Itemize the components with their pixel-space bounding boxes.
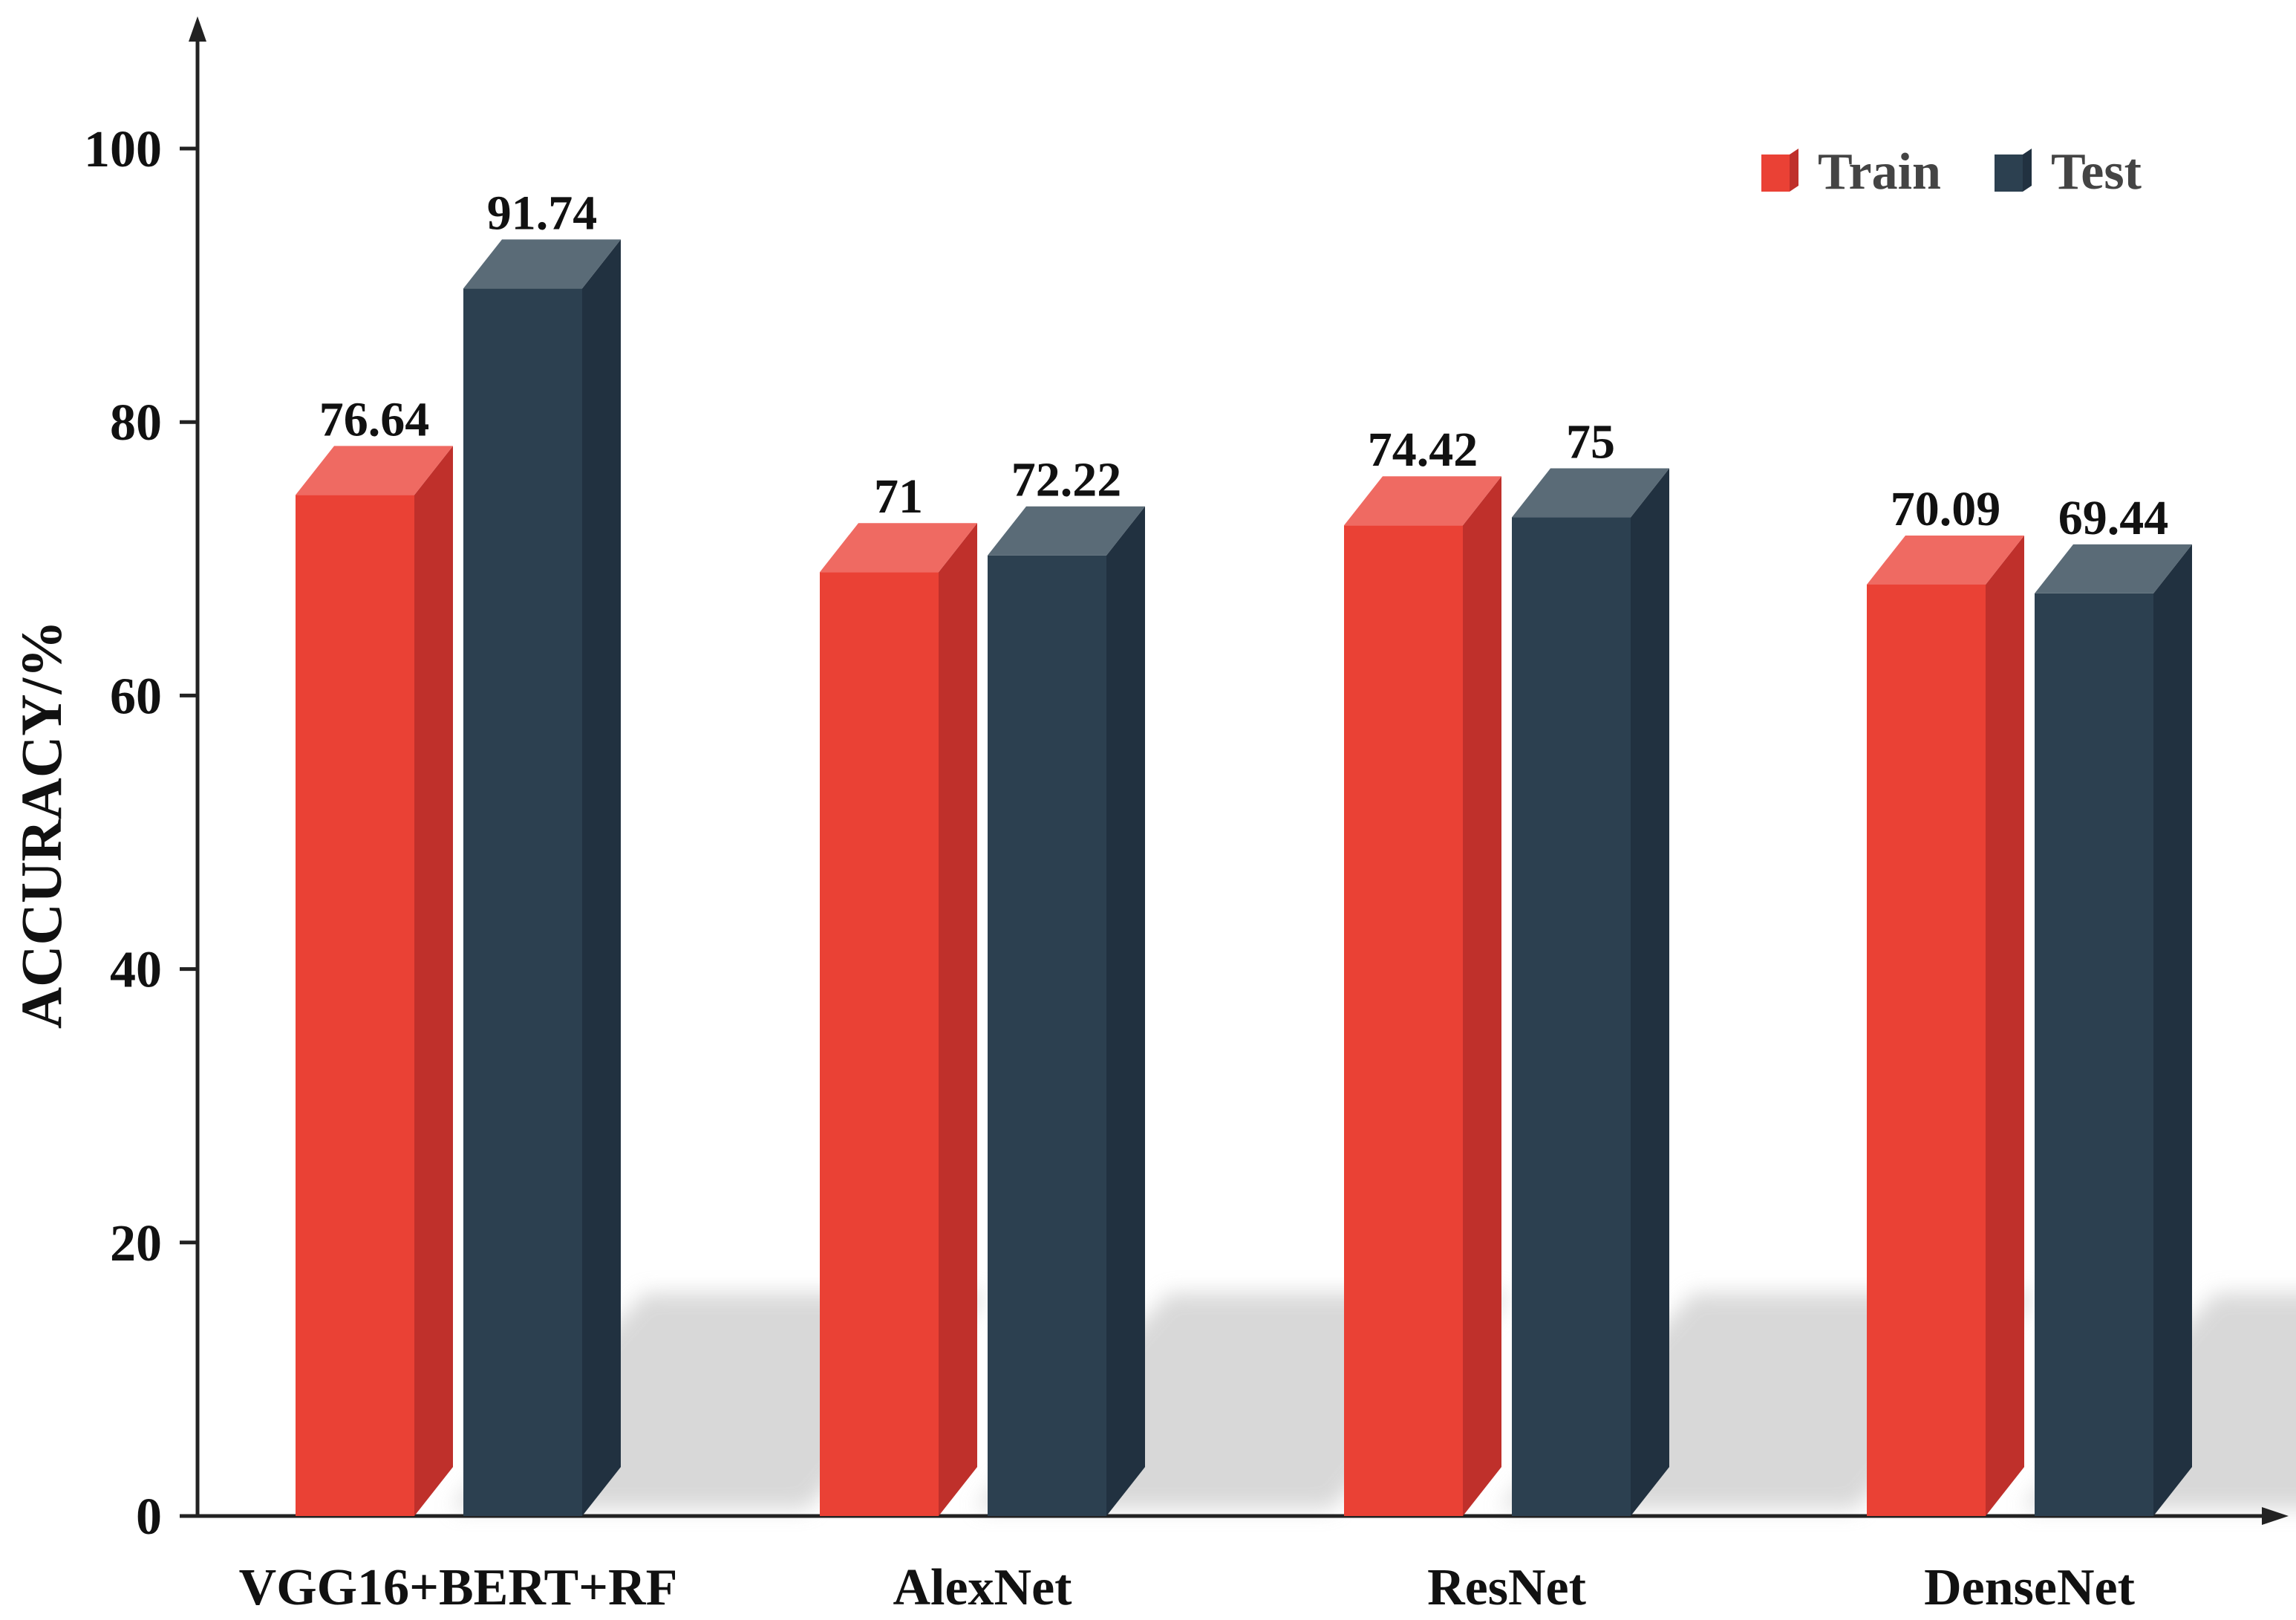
legend-swatch <box>1995 154 2023 192</box>
bar-test-3 <box>2035 544 2192 1516</box>
bar-front <box>2035 593 2153 1516</box>
bar-train-1 <box>820 523 977 1517</box>
data-label: 75 <box>1566 415 1615 469</box>
bar-side <box>1631 468 1669 1516</box>
y-tick-label: 20 <box>110 1215 162 1272</box>
bar-side <box>582 239 621 1517</box>
bar-side <box>1986 535 2024 1516</box>
y-axis-arrow <box>189 16 206 42</box>
legend-label: Train <box>1818 143 1941 201</box>
bar-top <box>296 446 453 495</box>
data-label: 72.22 <box>1011 453 1122 507</box>
bar-top <box>1512 468 1669 518</box>
bar-test-0 <box>463 239 621 1517</box>
legend-label: Test <box>2051 143 2142 201</box>
bar-test-2 <box>1512 468 1669 1516</box>
data-label: 71 <box>874 469 923 524</box>
y-tick-label: 60 <box>110 668 162 725</box>
bar-front <box>296 495 414 1516</box>
legend-swatch-side <box>1790 149 1798 192</box>
legend-item-train: Train <box>1761 143 1941 201</box>
axes: 0 20 40 60 80 100 VGG16+BERT+RF AlexNet ResNet De… <box>84 16 2289 1616</box>
y-tick-label: 80 <box>110 394 162 452</box>
x-axis-arrow <box>2262 1507 2289 1525</box>
bar-side <box>2153 544 2192 1516</box>
x-tick-label: AlexNet <box>893 1559 1072 1616</box>
bar-top <box>820 523 977 573</box>
legend-swatch-side <box>2023 149 2032 192</box>
y-tick-label: 0 <box>136 1489 162 1546</box>
legend-item-test: Test <box>1995 143 2142 201</box>
bar-train-2 <box>1344 476 1501 1516</box>
bar-side <box>939 523 977 1517</box>
x-tick-label: VGG16+BERT+RF <box>239 1559 678 1616</box>
legend: Train Test <box>1761 143 2142 201</box>
bar-train-3 <box>1867 535 2024 1516</box>
data-label: 91.74 <box>487 186 598 240</box>
bar-side <box>414 446 453 1516</box>
bar-front <box>463 288 582 1517</box>
y-axis-title: ACCURACY/% <box>9 620 74 1029</box>
bar-front <box>988 555 1106 1517</box>
bar-front <box>1344 525 1463 1516</box>
x-tick-label: DenseNet <box>1924 1559 2135 1616</box>
bar-front <box>820 572 939 1517</box>
bar-train-0 <box>296 446 453 1516</box>
data-labels: 76.64 71 74.42 70.09 91.74 72.22 75 69.44 <box>319 186 2169 545</box>
bar-side <box>1463 476 1501 1516</box>
bar-top <box>1867 535 2024 585</box>
bars <box>296 239 2192 1517</box>
bar-test-1 <box>988 506 1145 1517</box>
data-label: 70.09 <box>1891 482 2001 536</box>
bar-top <box>463 239 621 289</box>
legend-swatch <box>1761 154 1790 192</box>
bar-top <box>2035 544 2192 593</box>
y-tick-label: 40 <box>110 942 162 999</box>
y-tick-label: 100 <box>84 121 162 178</box>
bar-front <box>1512 517 1631 1516</box>
data-label: 74.42 <box>1368 423 1478 477</box>
x-tick-label: ResNet <box>1427 1559 1586 1616</box>
data-label: 76.64 <box>319 392 430 446</box>
bar-top <box>1344 476 1501 526</box>
data-label: 69.44 <box>2058 491 2169 545</box>
bar-side <box>1106 506 1145 1517</box>
bar-top <box>988 506 1145 556</box>
bar-front <box>1867 584 1986 1516</box>
